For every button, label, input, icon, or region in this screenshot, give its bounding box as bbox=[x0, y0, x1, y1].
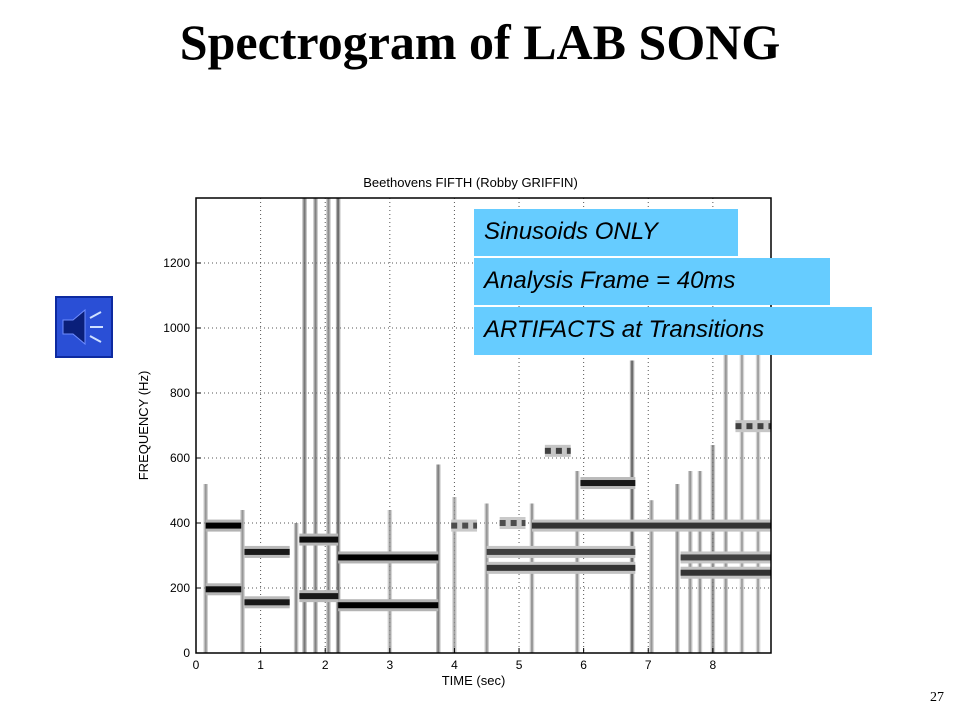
artifact-streak-core bbox=[453, 497, 456, 653]
sinusoid-track bbox=[338, 602, 439, 609]
callout-analysis-frame: Analysis Frame = 40ms bbox=[474, 258, 830, 305]
sinusoid-track bbox=[244, 548, 290, 555]
page-number: 27 bbox=[930, 690, 944, 705]
track-segment bbox=[566, 447, 571, 454]
artifact-streak-core bbox=[631, 360, 634, 653]
y-tick-label: 600 bbox=[170, 451, 190, 465]
x-tick-label: 0 bbox=[193, 658, 200, 672]
x-tick-label: 8 bbox=[710, 658, 717, 672]
artifact-streak-core bbox=[757, 328, 760, 653]
artifact-streak-core bbox=[650, 500, 653, 653]
artifact-streak-core bbox=[388, 510, 391, 653]
sinusoid-track bbox=[299, 593, 339, 600]
callout-sinusoids: Sinusoids ONLY bbox=[474, 209, 738, 256]
track-segment bbox=[510, 520, 517, 526]
artifact-streak-core bbox=[295, 523, 298, 653]
track-segment bbox=[521, 520, 526, 526]
track-segment bbox=[768, 423, 771, 430]
artifact-streak-core bbox=[303, 198, 306, 653]
y-tick-label: 1200 bbox=[163, 256, 190, 270]
y-tick-label: 1000 bbox=[163, 321, 190, 335]
x-axis-label: TIME (sec) bbox=[442, 673, 506, 688]
y-axis-label: FREQUENCY (Hz) bbox=[136, 371, 151, 481]
x-tick-label: 5 bbox=[516, 658, 523, 672]
track-segment bbox=[757, 423, 764, 430]
artifact-streak-core bbox=[485, 503, 488, 653]
sinusoid-track bbox=[680, 554, 771, 561]
plot-frame bbox=[195, 197, 772, 654]
artifact-streak-core bbox=[740, 328, 743, 653]
artifact-streak-core bbox=[327, 198, 330, 653]
track-segment bbox=[544, 447, 551, 454]
sinusoid-track bbox=[531, 522, 771, 529]
x-tick-label: 3 bbox=[386, 658, 393, 672]
track-segment bbox=[499, 520, 506, 526]
sinusoid-track bbox=[205, 586, 242, 593]
x-tick-label: 4 bbox=[451, 658, 458, 672]
artifact-streak-core bbox=[676, 484, 679, 653]
y-tick-label: 200 bbox=[170, 581, 190, 595]
x-tick-label: 7 bbox=[645, 658, 652, 672]
slide-title: Spectrogram of LAB SONG bbox=[179, 14, 781, 70]
sinusoid-track bbox=[486, 548, 636, 555]
y-tick-label: 800 bbox=[170, 386, 190, 400]
artifact-streak-core bbox=[530, 503, 533, 653]
track-segment bbox=[451, 522, 458, 529]
sinusoid-track bbox=[338, 554, 439, 561]
callout-artifacts: ARTIFACTS at Transitions bbox=[474, 307, 872, 355]
track-segment bbox=[746, 423, 753, 430]
sinusoid-track bbox=[299, 536, 339, 543]
artifact-streak-core bbox=[337, 198, 340, 653]
track-segment bbox=[555, 447, 562, 454]
track-segment bbox=[473, 522, 478, 529]
sinusoid-track bbox=[486, 564, 636, 571]
sinusoid-track bbox=[580, 480, 636, 487]
artifact-streak-core bbox=[711, 445, 714, 653]
artifact-streak-core bbox=[314, 198, 317, 653]
artifact-streak-core bbox=[241, 510, 244, 653]
x-tick-label: 6 bbox=[580, 658, 587, 672]
artifact-streak-core bbox=[724, 328, 727, 653]
x-tick-label: 1 bbox=[257, 658, 264, 672]
chart-title: Beethovens FIFTH (Robby GRIFFIN) bbox=[363, 175, 578, 190]
y-tick-label: 400 bbox=[170, 516, 190, 530]
y-tick-label: 0 bbox=[183, 646, 190, 660]
track-segment bbox=[462, 522, 469, 529]
sinusoid-track bbox=[205, 522, 242, 529]
sinusoid-track bbox=[244, 599, 290, 606]
track-segment bbox=[735, 423, 742, 430]
artifact-streak-core bbox=[204, 484, 207, 653]
x-tick-label: 2 bbox=[322, 658, 329, 672]
sinusoid-track bbox=[680, 569, 771, 576]
speaker-glyph bbox=[62, 308, 103, 346]
speaker-icon[interactable] bbox=[55, 296, 113, 358]
